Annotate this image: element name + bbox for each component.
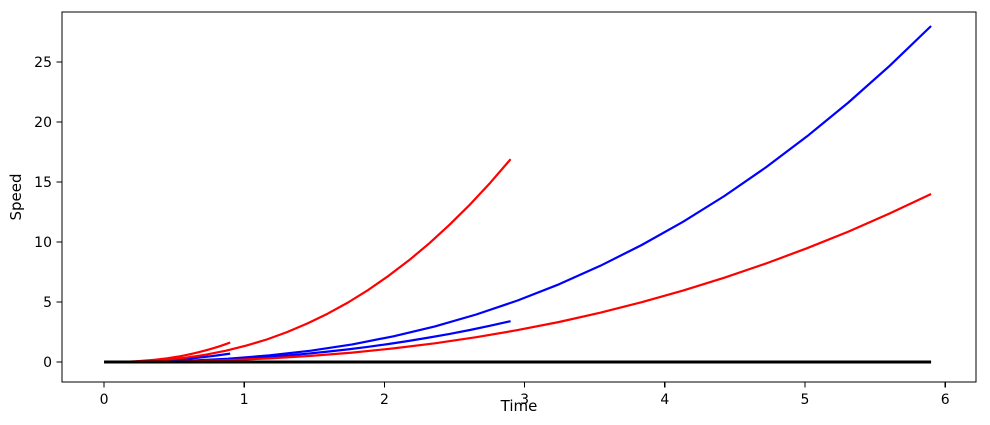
x-axis: 0 1 2 3 4 5 6	[100, 382, 950, 408]
curves-layer	[104, 25, 932, 364]
x-tick-label: 0	[100, 392, 109, 408]
y-tick-label: 10	[34, 235, 52, 251]
y-tick-label: 15	[34, 175, 52, 191]
y-axis-label: Speed	[7, 173, 25, 220]
series-blue-long	[104, 25, 932, 364]
x-tick-label: 5	[801, 392, 810, 408]
plot-frame	[61, 11, 977, 383]
y-tick-label: 25	[34, 55, 52, 71]
y-tick-label: 20	[34, 115, 52, 131]
x-tick-label: 3	[520, 392, 529, 408]
y-tick-label: 0	[43, 355, 52, 371]
y-axis: 0 5 10 15 20 25	[34, 55, 62, 371]
series-red-long	[104, 193, 932, 364]
x-tick-label: 6	[941, 392, 950, 408]
x-tick-label: 1	[240, 392, 249, 408]
x-tick-label: 2	[380, 392, 389, 408]
series-red-mid	[104, 158, 512, 364]
x-tick-label: 4	[660, 392, 669, 408]
x-axis-label: Time	[500, 397, 538, 415]
y-tick-label: 5	[43, 295, 52, 311]
